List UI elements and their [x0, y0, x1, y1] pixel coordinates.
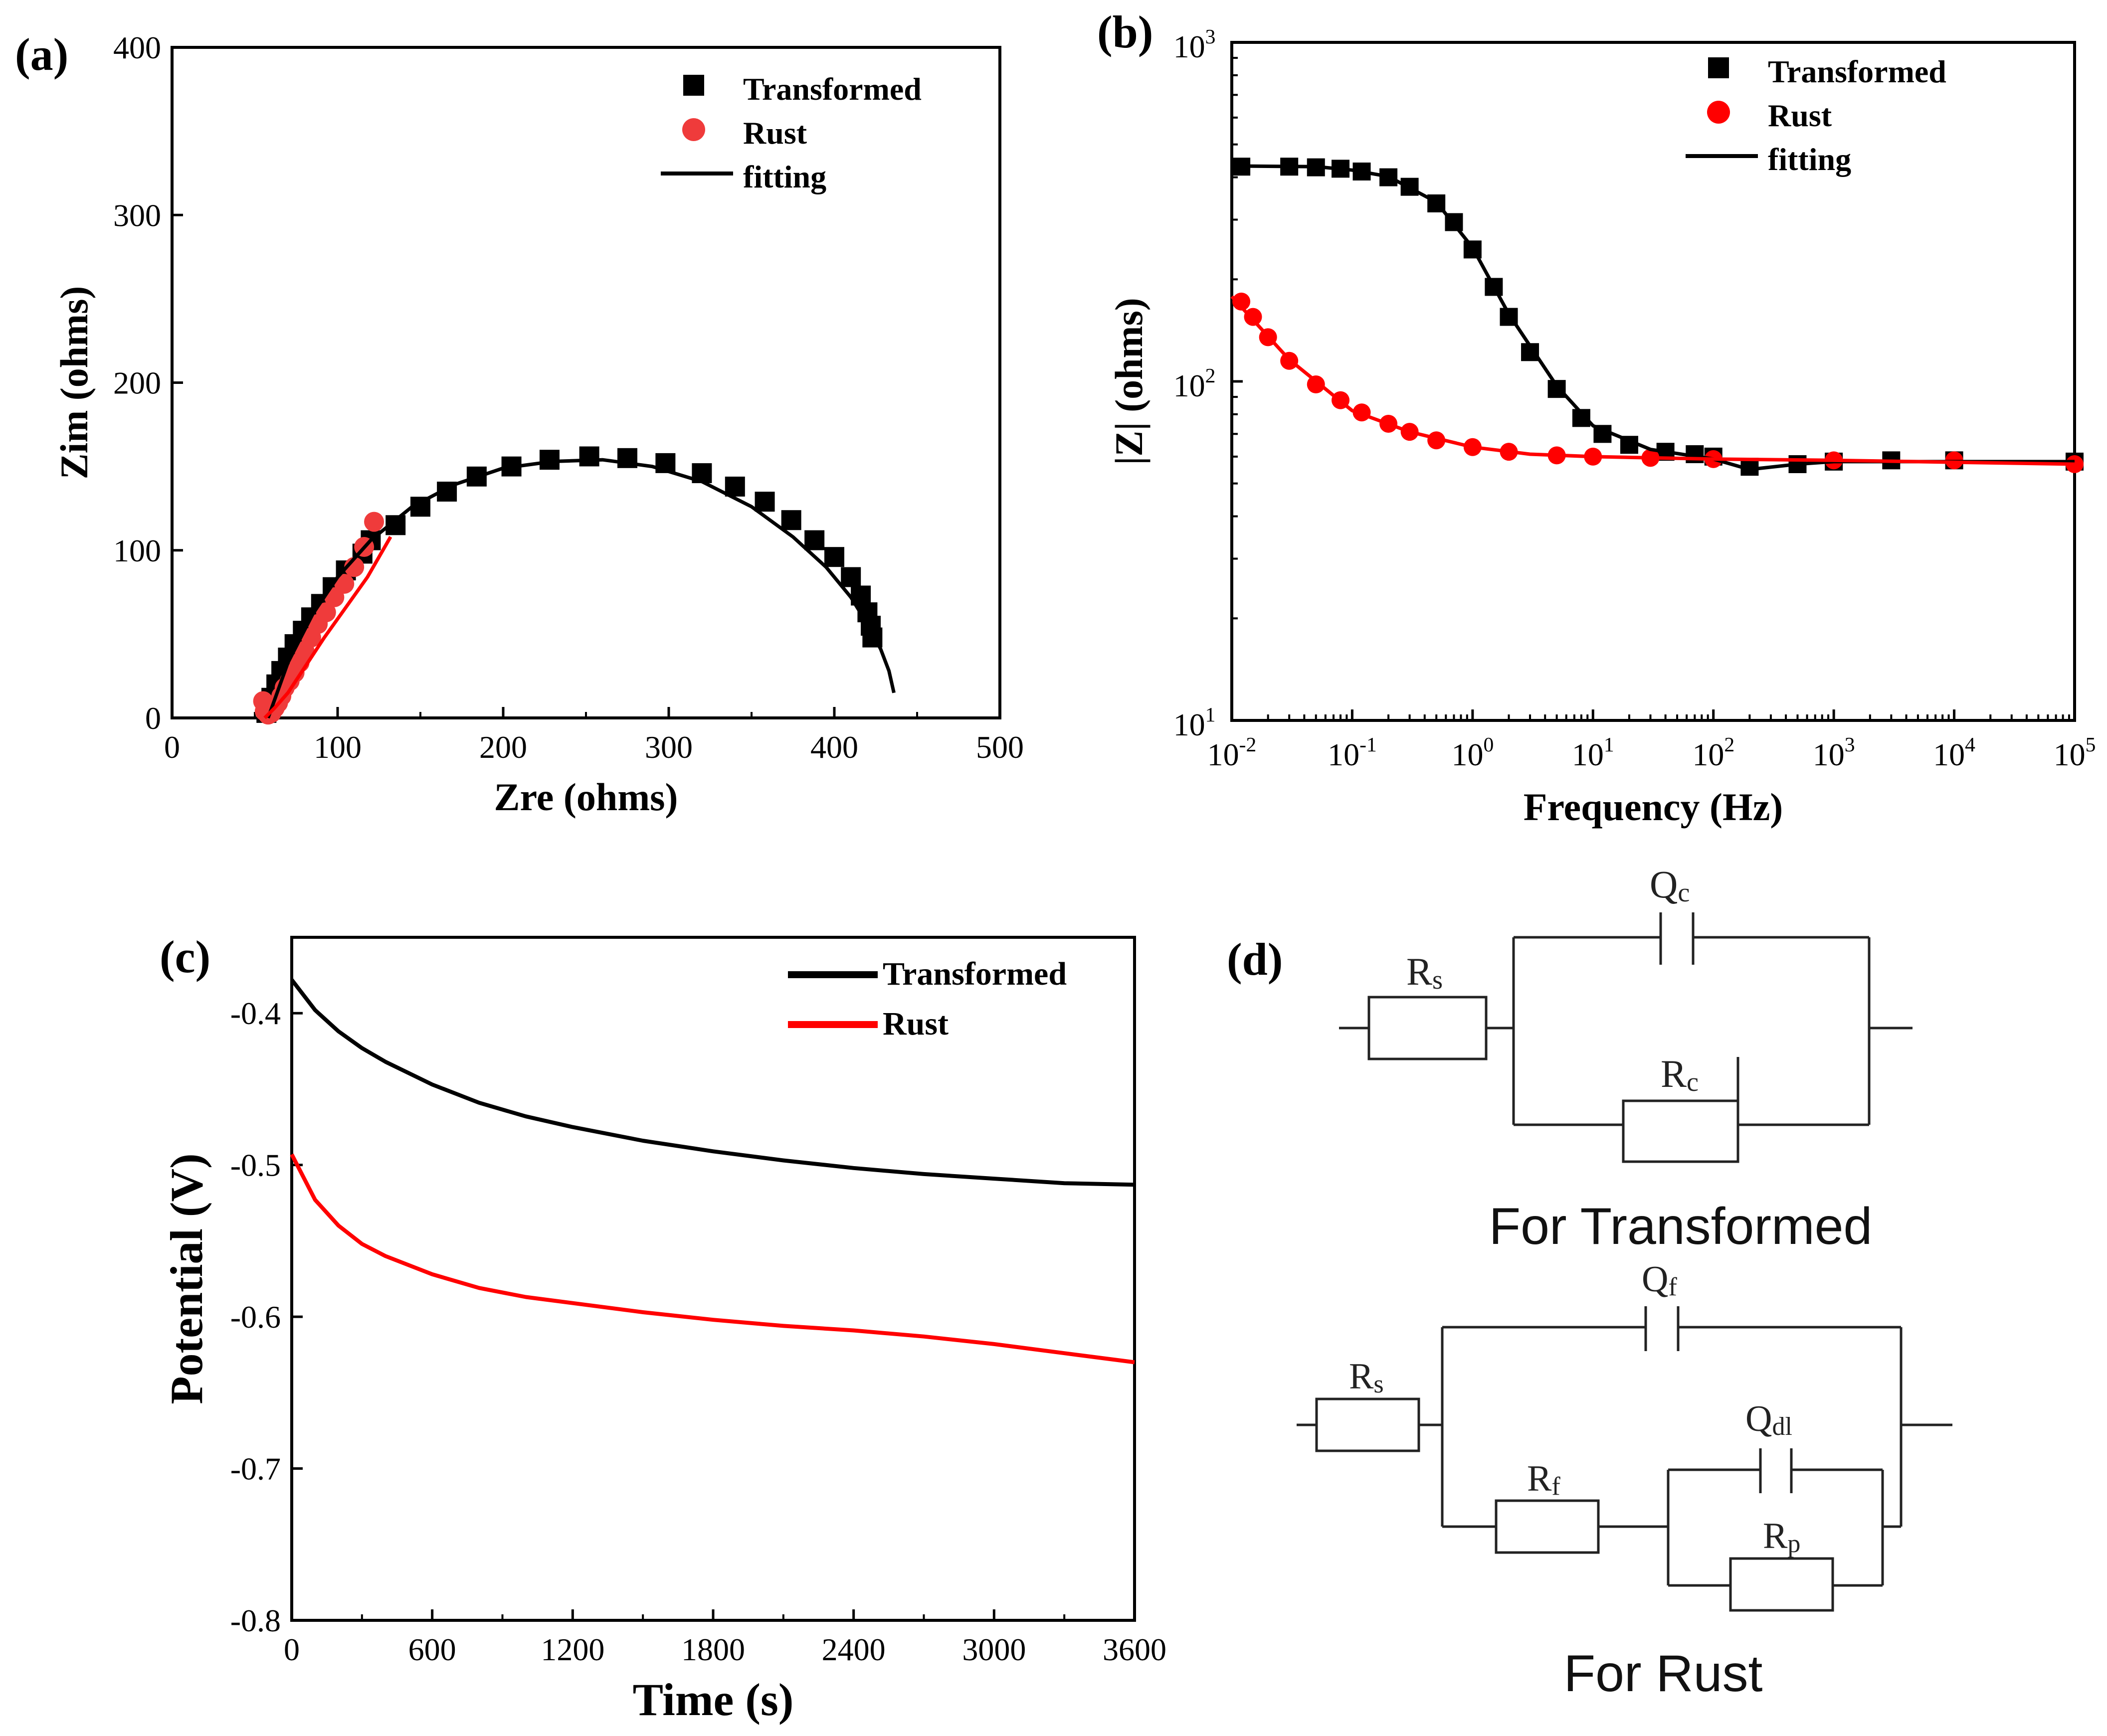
x-tick-label: 10-1: [1328, 733, 1377, 772]
point-transformed: [804, 530, 825, 550]
point-transformed: [579, 446, 599, 467]
label-qf: Qf: [1642, 1259, 1677, 1301]
x-tick-label: 1200: [541, 1632, 604, 1667]
resistor-rs: [1315, 1397, 1420, 1452]
y-tick-label: 101: [1173, 703, 1216, 742]
y-tick-label: -0.4: [230, 996, 281, 1031]
y-tick-label: 102: [1173, 364, 1216, 403]
x-tick-label: 100: [1451, 733, 1494, 772]
plot-frame: [1230, 41, 2076, 722]
y-tick-label: -0.6: [230, 1299, 281, 1335]
plot-frame: [290, 936, 1136, 1622]
x-tick-label: 3600: [1103, 1632, 1166, 1667]
legend-label: Rust: [743, 115, 807, 151]
series-line-transformed: [266, 458, 896, 719]
x-tick-label: 200: [479, 729, 527, 765]
label-qc: Qc: [1650, 863, 1690, 907]
y-tick-label: 200: [113, 365, 161, 401]
y-tick-label: 400: [113, 30, 161, 65]
series-line-rust: [290, 1153, 1135, 1365]
point-rust: [2066, 455, 2084, 474]
point-rust: [1307, 375, 1325, 393]
legend-marker-circle: [682, 118, 705, 141]
x-tick-label: 100: [314, 729, 362, 765]
resistor-rf: [1495, 1499, 1600, 1554]
y-tick-label: -0.7: [230, 1451, 281, 1487]
x-tick-label: 2400: [822, 1632, 886, 1667]
resistor-rc: [1622, 1099, 1739, 1163]
point-rust: [364, 512, 384, 532]
label-qdl: Qdl: [1745, 1398, 1792, 1441]
legend-label: Rust: [883, 1006, 949, 1042]
point-transformed: [841, 567, 861, 587]
label-rp: Rp: [1763, 1516, 1800, 1558]
x-tick-label: 0: [284, 1632, 300, 1667]
x-tick-label: 102: [1692, 733, 1734, 772]
point-transformed: [781, 510, 801, 530]
legend-label: Transformed: [1768, 54, 1946, 89]
x-tick-label: 105: [2054, 733, 2096, 772]
label-rf: Rf: [1527, 1458, 1560, 1501]
y-tick-label: -0.8: [230, 1603, 281, 1638]
x-axis-label: Frequency (Hz): [1524, 785, 1783, 829]
panel-label: (a): [15, 29, 68, 80]
x-axis-label: Time (s): [633, 1674, 794, 1725]
series-line-transformed: [1231, 164, 2075, 472]
series-line-rust: [1230, 295, 2075, 466]
x-tick-label: 0: [164, 729, 180, 765]
point-rust: [316, 602, 336, 623]
label-rs: Rs: [1406, 950, 1443, 995]
caption-rust: For Rust: [1564, 1645, 1763, 1703]
resistor-rs: [1367, 996, 1488, 1060]
series-line-transformed: [290, 978, 1135, 1187]
panel-label-d: (d): [1227, 934, 1283, 985]
point-transformed: [824, 547, 844, 567]
panel-b: 10-2 10-1 100 101 102 103 104 105 101 102 103 Frequ…: [1097, 6, 2096, 829]
legend-label: Transformed: [743, 71, 922, 107]
y-axis-label: Potential (V): [161, 1153, 212, 1404]
x-tick-label: 600: [408, 1632, 456, 1667]
point-transformed: [755, 492, 775, 512]
panel-d-circuits: (d) Rs Qc Rc For Transformed: [1227, 863, 1952, 1703]
legend-label: Rust: [1768, 98, 1832, 133]
label-rc: Rc: [1661, 1052, 1699, 1097]
x-tick-label: 103: [1813, 733, 1855, 772]
y-tick-label: 100: [113, 533, 161, 568]
resistor-rp: [1729, 1557, 1834, 1612]
x-tick-label: 10-2: [1207, 733, 1257, 772]
series-line-rust: [263, 536, 392, 719]
x-tick-label: 300: [645, 729, 693, 765]
x-tick-label: 400: [810, 729, 858, 765]
x-axis-label: Zre (ohms): [494, 775, 678, 819]
label-rs: Rs: [1349, 1356, 1384, 1398]
legend-label: fitting: [1768, 142, 1851, 177]
legend-marker-square: [1708, 57, 1729, 78]
panel-label: (b): [1097, 6, 1153, 57]
point-rust: [334, 574, 355, 594]
x-tick-label: 101: [1572, 733, 1614, 772]
legend-marker-circle: [1707, 101, 1730, 124]
panel-label: (c): [160, 931, 210, 982]
y-axis-label: Zim (ohms): [52, 286, 96, 480]
y-tick-label: 300: [113, 197, 161, 233]
panel-a: 0 100 200 300 400 500 0 100 200 300 400 Zre (ohms) Z…: [15, 29, 1024, 819]
legend-label: Transformed: [883, 956, 1067, 992]
y-tick-label: 103: [1173, 25, 1216, 64]
x-tick-label: 104: [1933, 733, 1975, 772]
y-tick-label: 0: [145, 700, 161, 736]
point-rust: [1232, 292, 1251, 311]
x-tick-label: 500: [976, 729, 1024, 765]
legend-marker-square: [683, 75, 704, 96]
caption-transformed: For Transformed: [1489, 1198, 1873, 1255]
circuit-transformed: Rs Qc Rc For Transformed: [1339, 863, 1913, 1255]
y-axis-label: |Z| (ohms): [1107, 298, 1150, 465]
y-tick-label: -0.5: [230, 1148, 281, 1183]
panel-c: 0 600 1200 1800 2400 3000 3600 -0.4 -0.5 -0.6 -0.7…: [160, 931, 1166, 1725]
x-tick-label: 1800: [681, 1632, 745, 1667]
x-tick-label: 3000: [962, 1632, 1026, 1667]
legend-label: fitting: [743, 159, 826, 194]
circuit-rust: Rs Qf Rf Qdl Rp For Rust: [1297, 1259, 1952, 1703]
